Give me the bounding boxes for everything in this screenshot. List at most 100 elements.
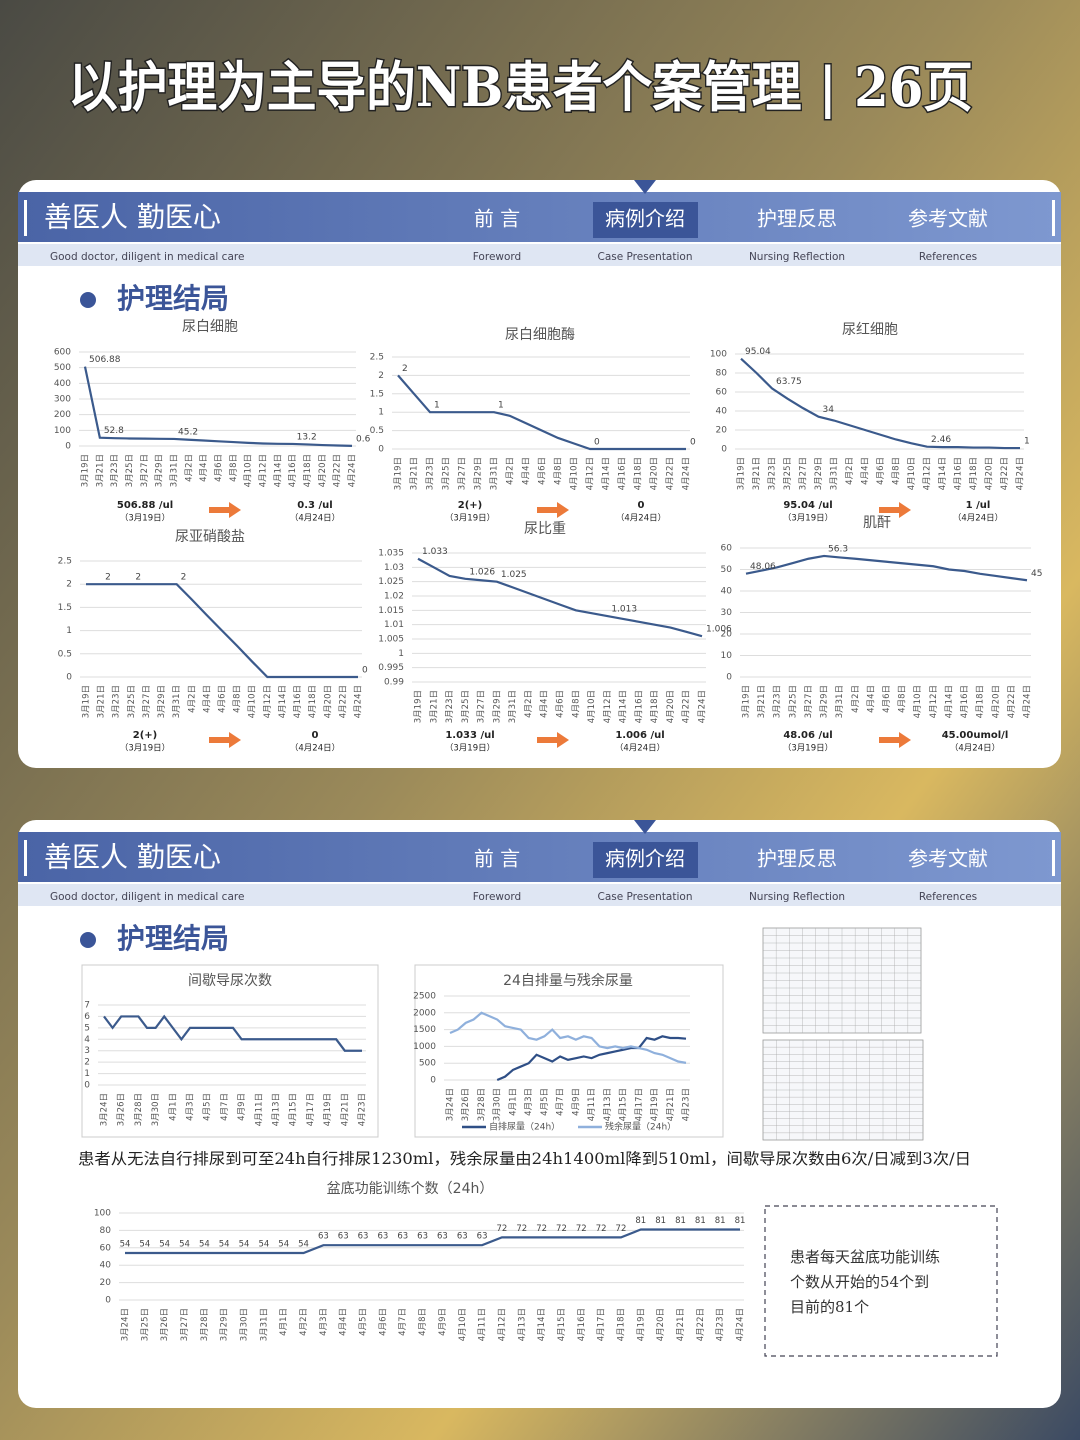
x-tick-label: 4月14日 [273, 454, 283, 487]
x-tick-label: 4月4日 [339, 1308, 349, 1336]
x-tick-label: 3月19日 [737, 457, 747, 490]
x-tick-label: 4月1日 [168, 1093, 178, 1121]
arrow [879, 732, 911, 748]
y-tick-label: 1 [66, 626, 72, 636]
data-label: 72 [556, 1224, 567, 1234]
data-label: 2 [135, 573, 141, 583]
x-tick-label: 4月17日 [306, 1093, 316, 1126]
x-tick-label: 4月17日 [597, 1308, 607, 1341]
header-edge [24, 200, 27, 236]
nav-item: 前 言 [474, 207, 520, 231]
x-tick-label: 4月2日 [187, 685, 197, 713]
footer-end-date: （4月24日） [290, 743, 340, 754]
footer-start-date: （3月19日） [120, 743, 170, 754]
x-tick-label: 3月23日 [110, 454, 120, 487]
x-tick-label: 4月18日 [616, 1308, 626, 1341]
y-tick-label: 2 [66, 580, 72, 590]
y-tick-label: 1.015 [378, 606, 404, 616]
data-label: 54 [298, 1240, 309, 1250]
x-tick-label: 4月10日 [587, 690, 597, 723]
x-tick-label: 3月29日 [814, 457, 824, 490]
x-tick-label: 4月6日 [378, 1308, 388, 1336]
data-label: 0 [362, 666, 368, 676]
x-tick-label: 3月27日 [142, 685, 152, 718]
x-tick-label: 3月31日 [490, 457, 500, 490]
brand: 善医人 勤医心 [44, 841, 221, 874]
y-tick-label: 600 [54, 348, 71, 358]
x-tick-label: 3月27日 [458, 457, 468, 490]
y-tick-label: 0 [105, 1296, 111, 1306]
x-tick-label: 3月23日 [768, 457, 778, 490]
data-label: 72 [516, 1224, 527, 1234]
x-tick-label: 4月18日 [969, 457, 979, 490]
x-tick-label: 3月25日 [461, 690, 471, 723]
y-tick-label: 1.03 [384, 563, 404, 573]
nav-item-en: References [919, 251, 977, 263]
note-line: 个数从开始的54个到 [790, 1273, 929, 1291]
x-tick-label: 4月10日 [907, 457, 917, 490]
x-tick-label: 4月13日 [603, 1088, 613, 1121]
footer-end-date: （4月24日） [615, 743, 665, 754]
data-label: 63 [457, 1232, 468, 1242]
arrow [537, 732, 569, 748]
x-tick-label: 4月8日 [418, 1308, 428, 1336]
x-tick-label: 3月30日 [240, 1308, 250, 1341]
y-tick-label: 10 [721, 651, 733, 661]
x-tick-label: 3月19日 [414, 690, 424, 723]
x-tick-label: 4月16日 [634, 690, 644, 723]
y-tick-label: 40 [100, 1261, 112, 1271]
x-tick-label: 3月31日 [830, 457, 840, 490]
y-tick-label: 1.005 [378, 635, 404, 645]
header-edge [1052, 840, 1055, 876]
x-tick-label: 4月12日 [923, 457, 933, 490]
footer-end-value: 0 [638, 500, 645, 511]
x-tick-label: 4月23日 [682, 1088, 692, 1121]
x-tick-label: 4月15日 [289, 1093, 299, 1126]
data-label: 1.026 [469, 567, 495, 577]
x-tick-label: 4月10日 [570, 457, 580, 490]
data-label: 2 [105, 573, 111, 583]
chart-title: 尿比重 [524, 521, 566, 537]
x-tick-label: 4月14日 [938, 457, 948, 490]
x-tick-label: 4月24日 [698, 690, 708, 723]
x-tick-label: 4月19日 [650, 1088, 660, 1121]
footer-start-date: （3月19日） [445, 513, 495, 524]
data-label: 63 [477, 1232, 488, 1242]
nav-item-en: References [919, 891, 977, 903]
x-tick-label: 4月6日 [214, 454, 224, 482]
data-label: 0 [594, 438, 600, 448]
data-label: 54 [199, 1240, 210, 1250]
x-tick-label: 3月25日 [788, 685, 798, 718]
x-tick-label: 3月23日 [773, 685, 783, 718]
brand: 善医人 勤医心 [44, 201, 221, 234]
y-tick-label: 80 [100, 1226, 112, 1236]
y-tick-label: 0.5 [58, 649, 72, 659]
chart-frame [414, 964, 724, 1138]
x-tick-label: 3月28日 [134, 1093, 144, 1126]
x-tick-label: 3月24日 [446, 1088, 456, 1121]
y-tick-label: 1 [84, 1069, 90, 1079]
x-tick-label: 3月29日 [820, 685, 830, 718]
y-tick-label: 0 [65, 442, 71, 452]
x-tick-label: 4月12日 [497, 1308, 507, 1341]
chart-title: 间歇导尿次数 [188, 973, 272, 989]
data-label: 81 [695, 1216, 706, 1226]
data-line [449, 1011, 687, 1064]
data-label: 1.006 [706, 625, 732, 635]
x-tick-label: 4月17日 [634, 1088, 644, 1121]
x-tick-label: 3月19日 [82, 685, 92, 718]
section-bullet [80, 932, 96, 948]
x-tick-label: 4月20日 [650, 457, 660, 490]
x-tick-label: 4月4日 [522, 457, 532, 485]
x-tick-label: 3月21日 [429, 690, 439, 723]
x-tick-label: 4月22日 [1000, 457, 1010, 490]
data-label: 63 [417, 1232, 428, 1242]
x-tick-label: 4月3日 [319, 1308, 329, 1336]
x-tick-label: 4月7日 [220, 1093, 230, 1121]
note-box [764, 1205, 998, 1357]
footer-start-value: 506.88 /ul [117, 500, 173, 511]
nav-item: 护理反思 [757, 847, 837, 871]
data-label: 63 [338, 1232, 349, 1242]
chart-title: 尿白细胞 [182, 319, 238, 335]
